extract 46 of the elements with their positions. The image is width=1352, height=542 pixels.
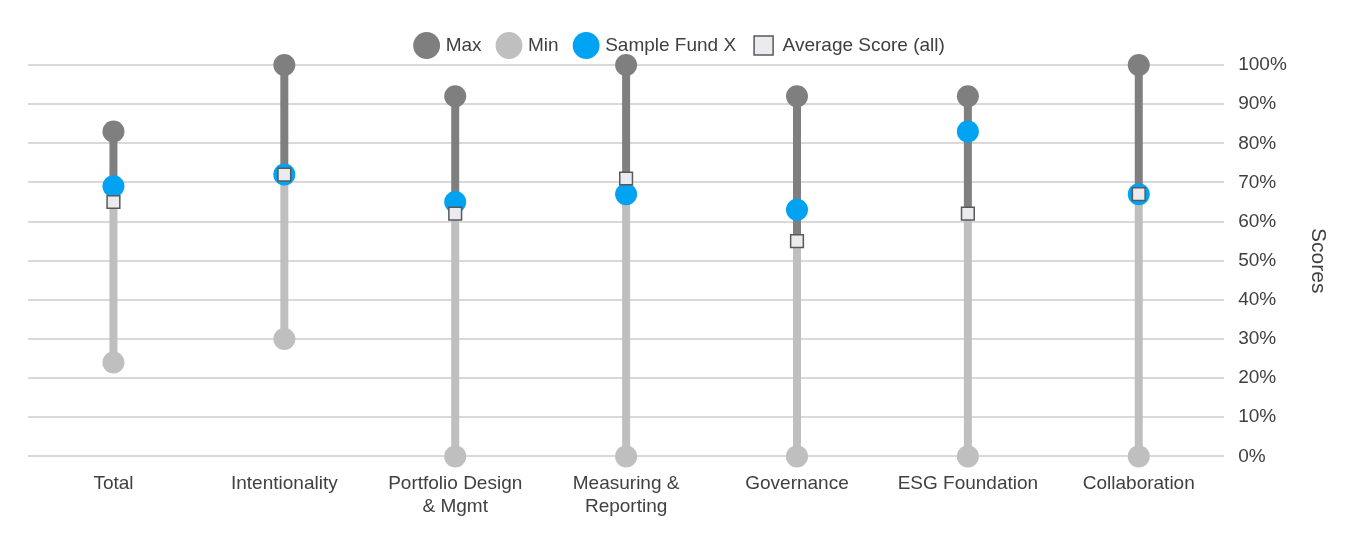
legend-label: Sample Fund X — [605, 33, 737, 55]
point — [956, 85, 979, 108]
legend-label: Average Score (all) — [782, 33, 945, 55]
y-tick-label: 20% — [1238, 366, 1277, 388]
x-tick-label: ESG Foundation — [897, 472, 1039, 494]
point — [615, 54, 638, 76]
y-tick-label: 10% — [1238, 405, 1277, 427]
y-axis-title: Scores — [1307, 228, 1331, 294]
y-tick-label: 70% — [1238, 170, 1277, 192]
x-tick-label: Measuring & Reporting — [572, 472, 680, 516]
x-tick-label: Intentionality — [230, 472, 339, 494]
y-tick-label: 40% — [1238, 288, 1277, 310]
point — [448, 206, 463, 221]
point — [273, 54, 296, 76]
legend-label: Min — [528, 33, 559, 55]
point — [956, 120, 979, 143]
x-tick-label: Collaboration — [1082, 472, 1195, 494]
point — [102, 351, 125, 374]
y-tick-label: 60% — [1238, 209, 1277, 231]
point — [785, 85, 808, 108]
point — [1127, 54, 1150, 76]
y-tick-label: 100% — [1238, 53, 1287, 75]
y-tick-label: 30% — [1238, 327, 1277, 349]
y-tick-label: 90% — [1238, 92, 1277, 114]
point — [615, 445, 638, 468]
point — [956, 445, 979, 468]
x-tick-label: Portfolio Design & Mgmt — [388, 472, 523, 516]
y-tick-label: 0% — [1238, 444, 1266, 466]
point — [444, 85, 467, 108]
point — [106, 194, 121, 210]
y-tick-label: 80% — [1238, 131, 1277, 153]
x-tick-label: Total — [93, 472, 134, 494]
legend-label: Max — [445, 33, 483, 55]
point — [615, 183, 638, 206]
point — [785, 198, 808, 221]
point — [960, 206, 975, 221]
point — [1127, 445, 1150, 468]
point — [273, 327, 296, 350]
point — [102, 120, 125, 143]
y-tick-label: 50% — [1238, 248, 1277, 270]
point — [102, 175, 125, 198]
point — [789, 234, 805, 249]
x-tick-label: Governance — [745, 472, 849, 494]
point — [618, 171, 634, 186]
point — [785, 445, 808, 468]
point — [444, 445, 467, 468]
